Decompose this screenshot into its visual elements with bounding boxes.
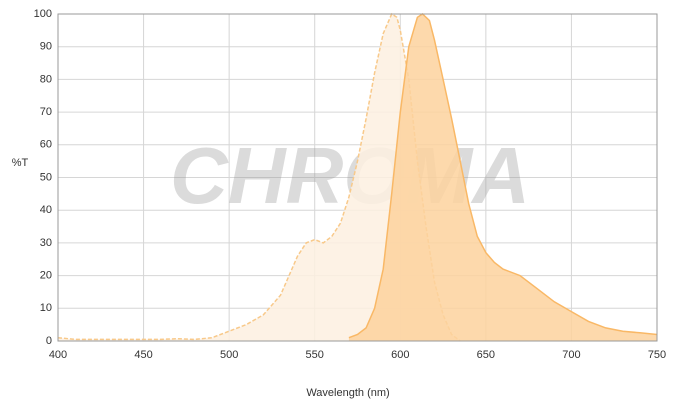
x-tick-label: 650 (477, 349, 495, 361)
line (348, 13, 658, 339)
y-tick-label: 50 (40, 171, 52, 183)
x-tick-label: 750 (648, 349, 666, 361)
y-tick-label: 100 (34, 8, 52, 20)
x-tick-label: 600 (391, 349, 409, 361)
y-axis-label: %T (12, 157, 29, 169)
y-tick-label: 30 (40, 237, 52, 249)
x-axis-label: Wavelength (nm) (306, 387, 389, 399)
area (58, 14, 461, 341)
x-tick-label: 450 (134, 349, 152, 361)
area (348, 14, 657, 341)
y-tick-label: 40 (40, 204, 52, 216)
y-tick-label: 90 (40, 41, 52, 53)
y-tick-label: 80 (40, 73, 52, 85)
x-tick-label: 500 (220, 349, 238, 361)
x-tick-label: 550 (306, 349, 324, 361)
y-tick-label: 20 (40, 270, 52, 282)
y-tick-label: 60 (40, 139, 52, 151)
y-tick-label: 0 (46, 335, 52, 347)
y-tick-label: 10 (40, 302, 52, 314)
plot-frame (57, 13, 658, 342)
x-tick-label: 400 (49, 349, 67, 361)
y-tick-label: 70 (40, 106, 52, 118)
x-tick-label: 700 (562, 349, 580, 361)
